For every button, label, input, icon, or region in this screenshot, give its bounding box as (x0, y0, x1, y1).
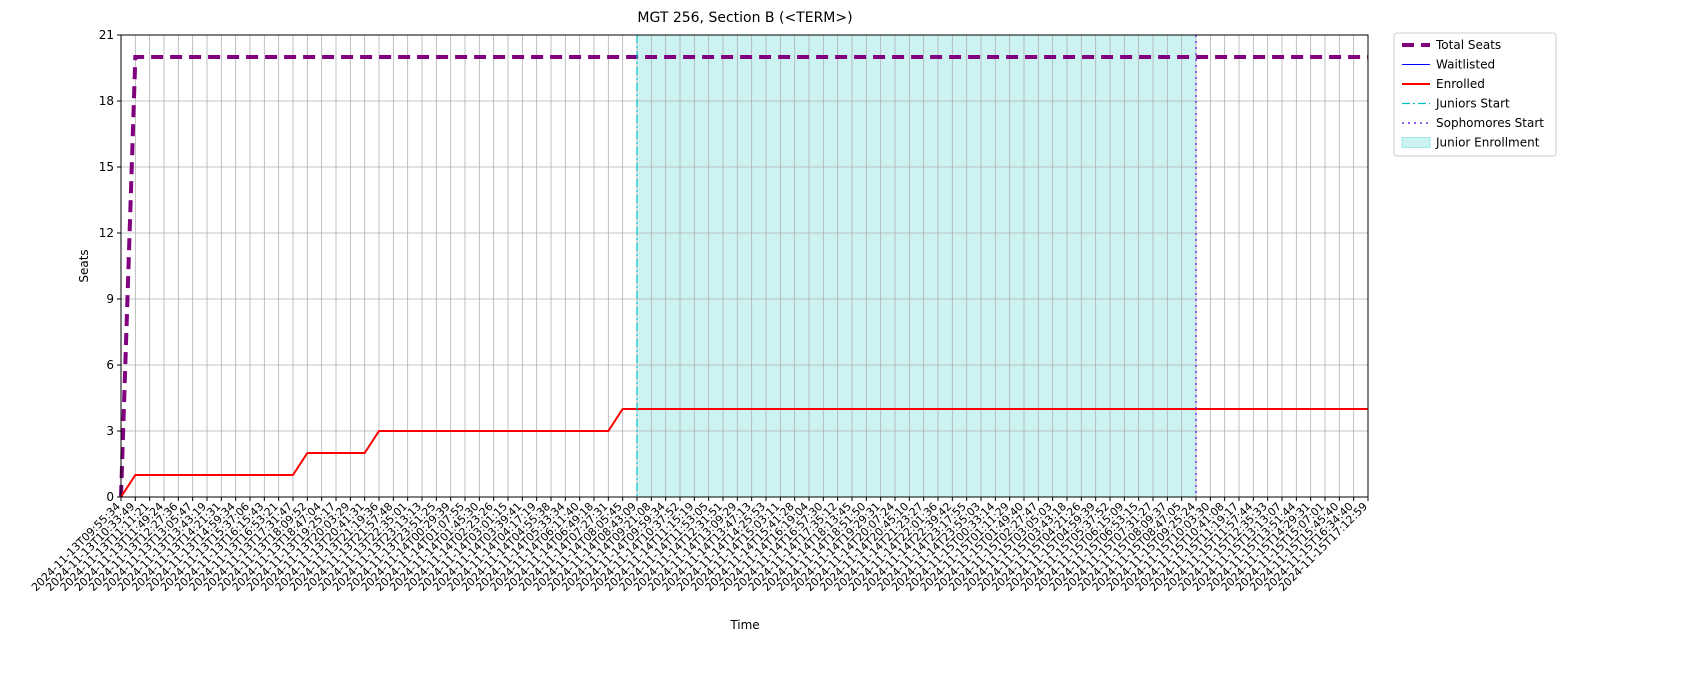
plot-frame (120, 34, 1369, 498)
series-line (120, 408, 1368, 498)
y-tick-label: 3 (106, 424, 114, 438)
x-axis-label: Time (729, 618, 759, 632)
y-tick-label: 15 (99, 160, 114, 174)
chart-title: MGT 256, Section B (<TERM>) (637, 10, 852, 26)
span (637, 35, 1196, 497)
y-tick-label: 9 (106, 292, 114, 306)
legend-label: Junior Enrollment (1435, 136, 1540, 150)
legend-label: Waitlisted (1436, 58, 1495, 72)
legend-swatch (1401, 137, 1431, 148)
legend-label: Sophomores Start (1436, 116, 1544, 130)
y-axis-label: Seats (77, 249, 91, 282)
legend-label: Juniors Start (1435, 97, 1510, 111)
legend: Total Seats Waitlisted Enrolled Juniors Sta… (1393, 32, 1557, 157)
legend-box (1393, 32, 1557, 157)
y-tick-label: 18 (99, 94, 114, 108)
series-line (119, 55, 1368, 498)
legend-label: Total Seats (1435, 38, 1501, 52)
y-tick-label: 12 (99, 226, 114, 240)
y-tick-label: 0 (106, 490, 114, 504)
legend-label: Enrolled (1436, 77, 1485, 91)
y-tick-label: 6 (106, 358, 114, 372)
y-tick-label: 21 (99, 28, 114, 42)
